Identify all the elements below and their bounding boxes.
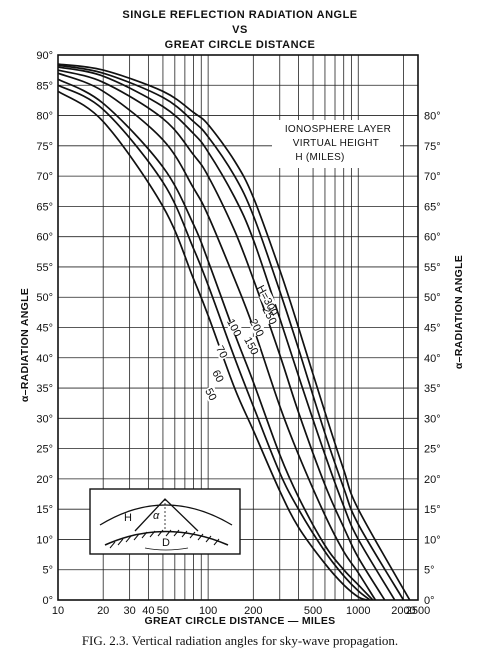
chart-title-line-3: GREAT CIRCLE DISTANCE (165, 39, 316, 51)
y-tick-label-right: 35° (424, 383, 441, 395)
series-line-h300 (57, 63, 411, 601)
y-tick-label-right: 60° (424, 232, 441, 244)
legend-title-line-2: VIRTUAL HEIGHT (293, 138, 379, 149)
y-tick-label-left: 75° (36, 141, 53, 153)
x-tick-label: 200 (244, 605, 262, 617)
inset-label-alpha: α (153, 510, 160, 522)
y-axis-label-left: α–RADIATION ANGLE (19, 288, 31, 402)
axis-ticks: 10 20 30 40 50 100 200 500 1000 200025000°5°10°15… (36, 50, 440, 617)
y-tick-label-left: 10° (36, 534, 53, 546)
curve-label-70: 70 (213, 344, 229, 360)
y-tick-label-right: 55° (424, 262, 441, 274)
x-tick-label: 100 (199, 605, 217, 617)
y-tick-label-right: 20° (424, 474, 441, 486)
y-tick-label-left: 90° (36, 50, 53, 62)
curve-label-background (225, 318, 244, 337)
y-tick-label-right: 25° (424, 444, 441, 456)
y-tick-label-right: 40° (424, 353, 441, 365)
y-tick-label-right: 10° (424, 534, 441, 546)
plot-frame (57, 54, 419, 601)
y-tick-label-left: 20° (36, 474, 53, 486)
chart-title: SINGLE REFLECTION RADIATION ANGLE VS GRE… (122, 9, 357, 51)
curve-label-background (243, 336, 261, 355)
y-axis-label-right: α–RADIATION ANGLE (453, 255, 465, 369)
y-tick-label-left: 15° (36, 504, 53, 516)
earth-surface-arc (104, 530, 229, 546)
y-tick-label-left: 35° (36, 383, 53, 395)
legend-title-line-3: H (MILES) (295, 152, 344, 163)
series-line-50 (57, 90, 368, 601)
x-tick-label: 30 (124, 605, 136, 617)
y-tick-label-right: 30° (424, 413, 441, 425)
series-line-70 (57, 78, 374, 601)
x-tick-label: 10 (52, 605, 64, 617)
y-tick-label-right: 50° (424, 292, 441, 304)
curve-label-background (248, 318, 266, 337)
x-tick-label: 500 (304, 605, 322, 617)
y-tick-label-right: 75° (424, 141, 441, 153)
y-tick-label-right: 5° (424, 565, 435, 577)
figure-caption: FIG. 2.3. Vertical radiation angles for … (82, 633, 398, 648)
curve-label-background (202, 385, 220, 404)
earth-hatching (109, 529, 220, 549)
x-axis-label: GREAT CIRCLE DISTANCE — MILES (145, 615, 336, 627)
curve-label-50: 50 (202, 386, 218, 402)
curves (57, 63, 411, 601)
legend-title: IONOSPHERE LAYER VIRTUAL HEIGHT H (MILES… (272, 120, 400, 168)
x-tick-label: 1000 (346, 605, 370, 617)
legend-title-line-1: IONOSPHERE LAYER (285, 124, 391, 135)
y-tick-label-left: 80° (36, 111, 53, 123)
curve-label-background (213, 342, 231, 361)
curve-label-background (259, 291, 277, 310)
chart-title-line-1: SINGLE REFLECTION RADIATION ANGLE (122, 9, 357, 21)
y-tick-label-left: 55° (36, 262, 53, 274)
series-line-250 (57, 64, 405, 601)
y-tick-label-left: 50° (36, 292, 53, 304)
y-tick-label-left: 65° (36, 201, 53, 213)
x-tick-label: 40 (142, 605, 154, 617)
y-tick-label-left: 25° (36, 444, 53, 456)
inset-label-h: H (124, 512, 132, 524)
y-tick-label-left: 30° (36, 413, 53, 425)
curve-label-60: 60 (209, 368, 225, 384)
curve-label-h300: H=300 (254, 283, 280, 318)
y-tick-label-right: 15° (424, 504, 441, 516)
x-tick-label: 2500 (406, 605, 430, 617)
x-tick-label: 50 (157, 605, 169, 617)
y-tick-label-left: 45° (36, 323, 53, 335)
chart-title-line-2: VS (232, 24, 248, 36)
series-line-150 (57, 69, 386, 601)
inset-label-d: D (162, 537, 170, 549)
curve-label-background (209, 366, 227, 385)
x-tick-label: 2000 (391, 605, 415, 617)
y-tick-label-right: 80° (424, 111, 441, 123)
y-tick-label-left: 40° (36, 353, 53, 365)
curve-label-background (261, 306, 279, 325)
y-tick-label-left: 85° (36, 80, 53, 92)
y-tick-label-right: 0° (424, 595, 435, 607)
series-line-200 (57, 66, 396, 601)
y-tick-label-left: 60° (36, 232, 53, 244)
y-tick-label-right: 45° (424, 323, 441, 335)
geometry-inset: H α D (89, 488, 241, 555)
legend-title-background (272, 120, 400, 168)
y-tick-label-right: 65° (424, 201, 441, 213)
y-tick-label-left: 70° (36, 171, 53, 183)
distance-arc (144, 547, 189, 551)
x-tick-label: 20 (97, 605, 109, 617)
ionosphere-arc (99, 504, 233, 526)
series-line-60 (57, 84, 371, 601)
y-tick-label-left: 5° (42, 565, 53, 577)
y-tick-label-right: 70° (424, 171, 441, 183)
y-tick-label-left: 0° (42, 595, 53, 607)
